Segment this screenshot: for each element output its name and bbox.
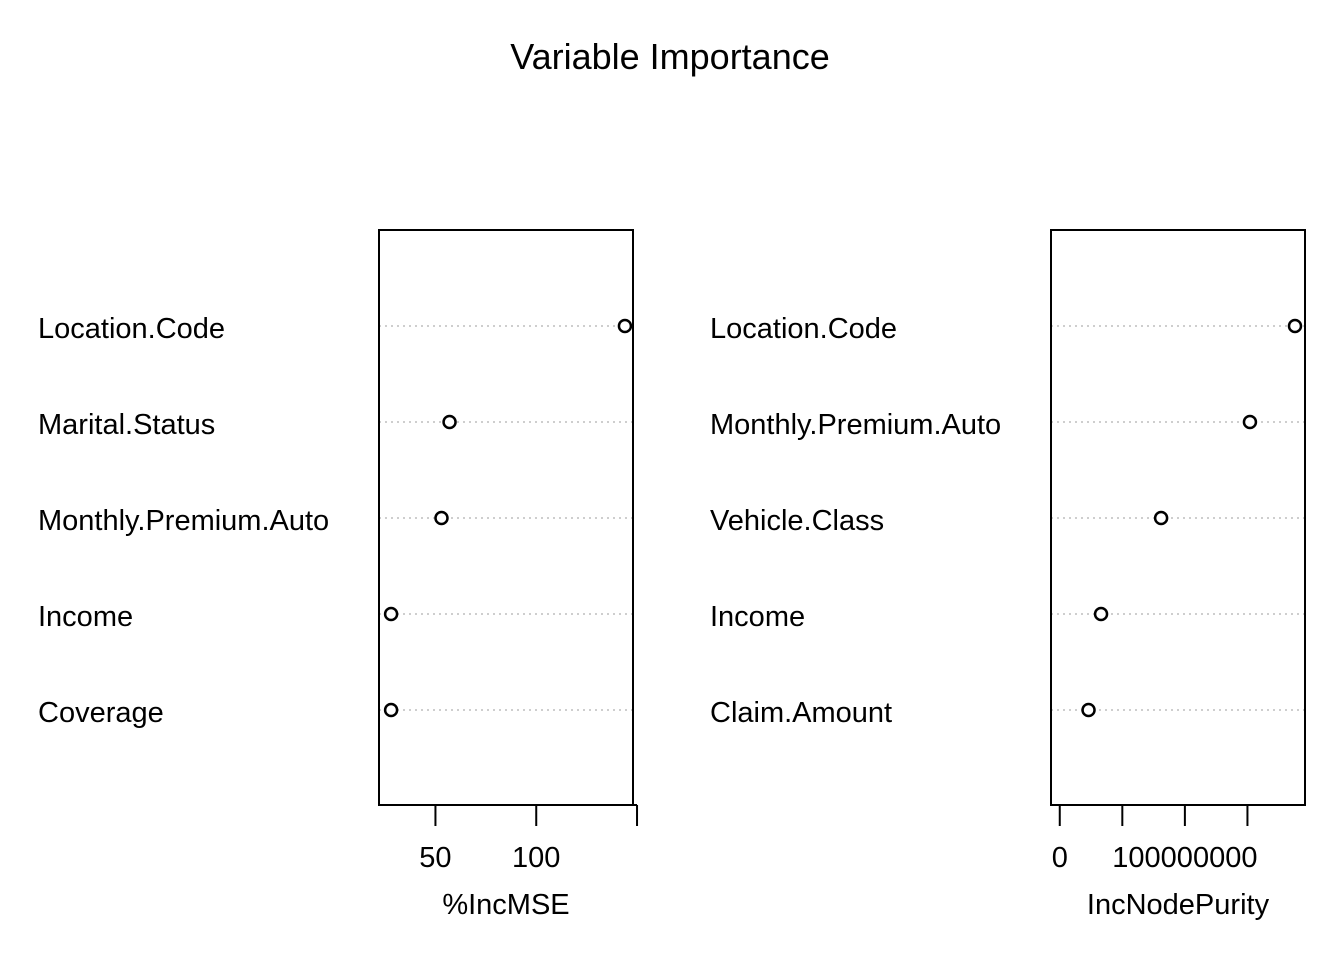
data-point xyxy=(383,606,399,622)
x-tick-label: 0 xyxy=(1052,842,1068,874)
data-point xyxy=(1153,510,1169,526)
x-tick-label: 100 xyxy=(512,842,560,874)
data-point xyxy=(1081,702,1096,718)
data-point xyxy=(617,318,633,334)
incnodepurity-panel: Location.Code Monthly.Premium.Auto Vehicle… xyxy=(710,229,1306,921)
category-label: Monthly.Premium.Auto xyxy=(710,409,1001,441)
category-label: Claim.Amount xyxy=(710,697,892,729)
data-point xyxy=(442,414,457,430)
category-label: Coverage xyxy=(38,697,164,729)
category-label: Location.Code xyxy=(710,313,897,345)
category-label: Income xyxy=(38,601,133,633)
category-label: Income xyxy=(710,601,805,633)
data-point xyxy=(1242,414,1258,430)
data-point xyxy=(1287,318,1303,334)
category-label: Vehicle.Class xyxy=(710,505,884,537)
x-tick-label: 100000000 xyxy=(1112,842,1257,874)
data-point xyxy=(434,510,449,526)
x-tick-label: 50 xyxy=(419,842,451,874)
data-point xyxy=(1093,606,1109,622)
category-label: Marital.Status xyxy=(38,409,215,441)
data-point xyxy=(383,702,399,718)
x-axis-label: %IncMSE xyxy=(442,889,569,921)
incmse-panel: Location.Code Marital.Status Monthly.Premi… xyxy=(38,229,639,921)
category-label: Location.Code xyxy=(38,313,225,345)
x-axis-label: IncNodePurity xyxy=(1087,889,1270,921)
category-label: Monthly.Premium.Auto xyxy=(38,505,329,537)
figure-title: Variable Importance xyxy=(510,36,830,77)
